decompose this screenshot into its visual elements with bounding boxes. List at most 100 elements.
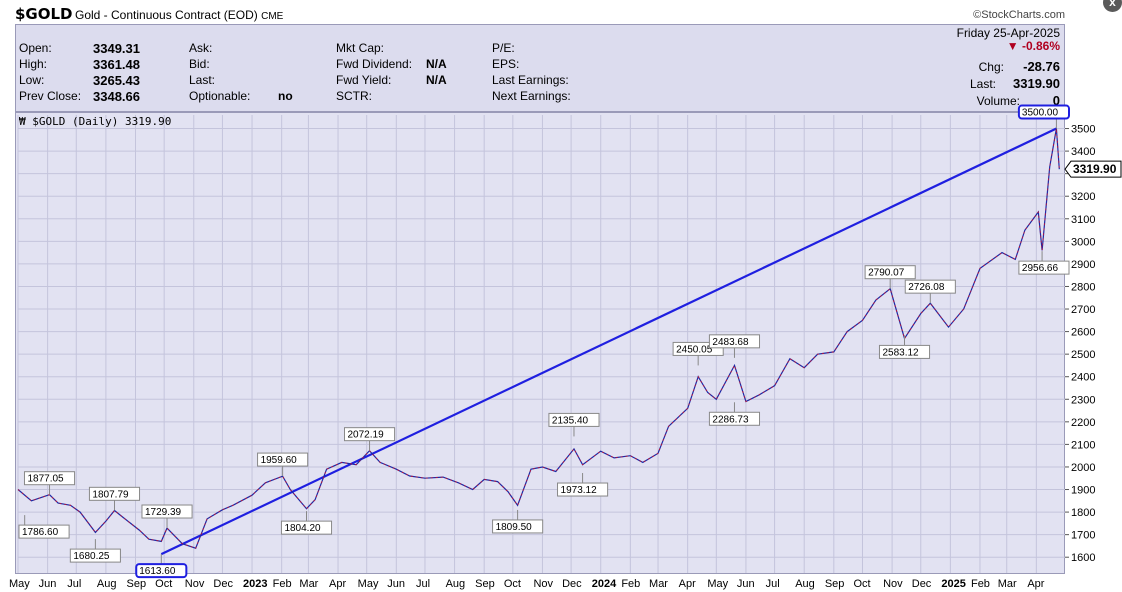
last-label: Last: [969,77,996,91]
y-tick-label: 3000 [1071,236,1095,248]
percent-change: ▼ -0.86% [1006,39,1060,53]
annotation-box [548,412,600,427]
y-tick-label: 1900 [1071,485,1095,497]
x-tick-label: Dec [562,578,582,590]
annotation-label: 1973.12 [557,473,609,497]
x-tick-label: May [358,578,379,590]
annotation-box [864,265,916,280]
eps-label: EPS: [492,57,520,71]
brand[interactable]: ©StockCharts.com [973,9,1065,21]
annotation-text: 1877.05 [27,474,64,485]
x-tick-label: Apr [679,578,696,590]
x-tick-label: Sep [475,578,495,590]
x-tick-label: Jun [387,578,405,590]
annotation-box [708,411,761,426]
annotation-label: 2286.73 [708,402,761,426]
annotation-box [69,548,121,563]
annotation-label: 1877.05 [23,471,76,495]
x-tick-label: Dec [213,578,233,590]
last-label-2: Last: [189,73,216,87]
fwd-dividend-label: Fwd Dividend: [336,57,413,71]
price-plot-area[interactable] [15,112,1065,574]
y-tick-label: 2900 [1071,259,1095,271]
y-tick-label: 2400 [1071,372,1095,384]
annotation-text: 1680.25 [73,551,110,562]
annotation-label: 2135.40 [548,412,600,437]
high-value: 3361.48 [93,57,140,72]
y-tick-label: 3500 [1071,124,1095,136]
x-tick-label: May [9,578,30,590]
fwd-yield-value: N/A [426,73,447,87]
annotation-label: 1804.20 [280,511,333,535]
annotations: 1877.05 1786.60 1807.79 1680.25 1729.39 1613.… [18,104,1071,579]
annotation-text: 2726.08 [908,282,945,293]
open-label: Open: [19,41,52,55]
annotation-label: 1613.60 [135,554,188,579]
x-tick-label: Feb [971,578,990,590]
fwd-yield-label: Fwd Yield: [336,73,392,87]
x-tick-label: Mar [649,578,668,590]
optionable-value: no [278,89,293,103]
x-tick-label: Oct [853,578,870,590]
volume-value: 0 [1052,93,1060,108]
x-tick-label: Dec [912,578,932,590]
x-tick-label: Mar [998,578,1017,590]
x-tick-label: Aug [446,578,466,590]
optionable-label: Optionable: [189,89,251,103]
y-tick-label: 3200 [1071,191,1095,203]
bid-label: Bid: [189,57,210,71]
y-tick-label: 2100 [1071,439,1095,451]
x-tick-label: Apr [1027,578,1044,590]
annotation-box [141,504,193,519]
annotation-text: 2956.66 [1022,263,1059,274]
annotation-box [557,482,609,497]
close-icon[interactable]: x [1103,0,1122,12]
pe-label: P/E: [492,41,515,55]
y-tick-label: 1800 [1071,507,1095,519]
annotation-text: 1786.60 [22,527,59,538]
annotation-text: 2583.12 [882,347,919,358]
x-tick-label: 2024 [592,578,617,590]
annotation-label: 1809.50 [492,509,544,534]
annotation-label: 1680.25 [69,539,121,563]
description: Gold - Continuous Contract (EOD) CME [75,8,283,22]
y-axis: 1600 1700 1800 1900 2000 2100 2200 2300 2400 2500… [1065,124,1095,564]
last-price-box [1064,160,1122,178]
annotation-label: 2956.66 [1018,251,1070,275]
annotation-label: 1807.79 [88,486,141,511]
x-tick-label: Oct [504,578,521,590]
annotation-label: 2072.19 [343,427,396,451]
annotation-box [23,471,76,486]
annotation-box [1018,260,1070,275]
y-tick-label: 2300 [1071,394,1095,406]
y-tick-label: 3100 [1071,214,1095,226]
y-tick-label: 2500 [1071,349,1095,361]
x-tick-label: Sep [825,578,845,590]
annotation-box [492,519,544,534]
x-tick-label: Jun [39,578,57,590]
x-tick-label: 2025 [941,578,965,590]
annotation-label: 2726.08 [904,279,956,304]
mkt-cap-label: Mkt Cap: [336,41,385,55]
chg-value: -28.76 [1023,59,1060,74]
x-tick-label: Apr [329,578,346,590]
y-tick-label: 2600 [1071,327,1095,339]
volume-label: Volume: [976,94,1020,108]
annotation-text: 3500.00 [1022,108,1059,119]
price-series-line [17,128,1060,549]
chart-header: $GOLD Gold - Continuous Contract (EOD) C… [15,4,1065,24]
x-tick-label: Jul [766,578,780,590]
annotation-text: 1729.39 [145,507,182,518]
annotation-box [257,452,309,467]
x-tick-label: Jul [67,578,81,590]
annotation-box [878,344,931,359]
x-tick-label: Nov [883,578,903,590]
annotation-box [88,486,141,501]
annotation-text: 1973.12 [561,485,598,496]
annotation-box [18,524,70,539]
high-label: High: [19,57,48,71]
prev-close-value: 3348.66 [93,89,140,104]
annotation-box [280,520,333,535]
x-tick-label: Jun [737,578,755,590]
